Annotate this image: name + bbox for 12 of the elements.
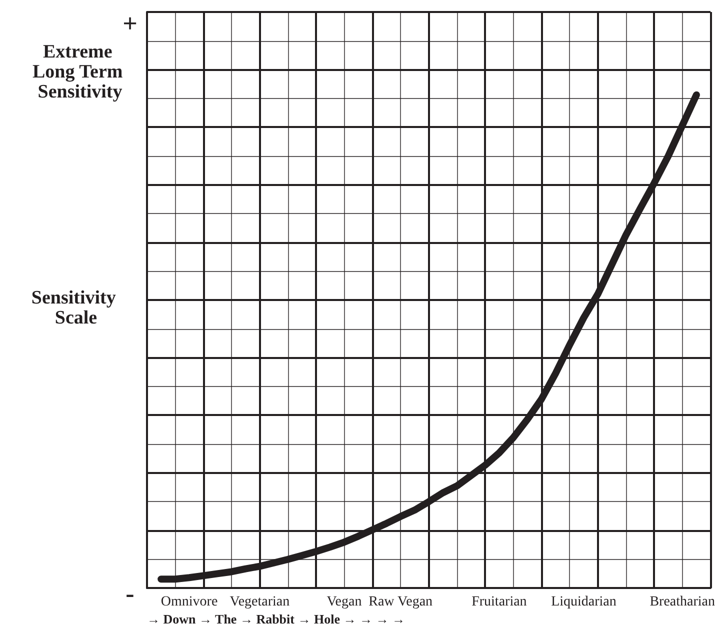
x-tick-label: Omnivore	[160, 594, 218, 610]
x-tick-label: Liquidarian	[551, 594, 616, 610]
text: → Down → The → Rabbit → Hole → → → →	[147, 611, 405, 626]
text: Extreme Long Term Sensitivity	[32, 41, 128, 102]
text: -	[126, 579, 134, 608]
x-tick-label: Fruitarian	[472, 594, 527, 610]
x-tick-label: Vegan	[326, 594, 362, 610]
text: +	[122, 9, 138, 38]
x-tick-label: Raw Vegan	[368, 594, 433, 610]
x-tick-label: Breatharian	[650, 594, 715, 610]
y-axis-title: Sensitivity Scale	[31, 287, 121, 328]
x-tick-label: Vegetarian	[230, 594, 290, 610]
